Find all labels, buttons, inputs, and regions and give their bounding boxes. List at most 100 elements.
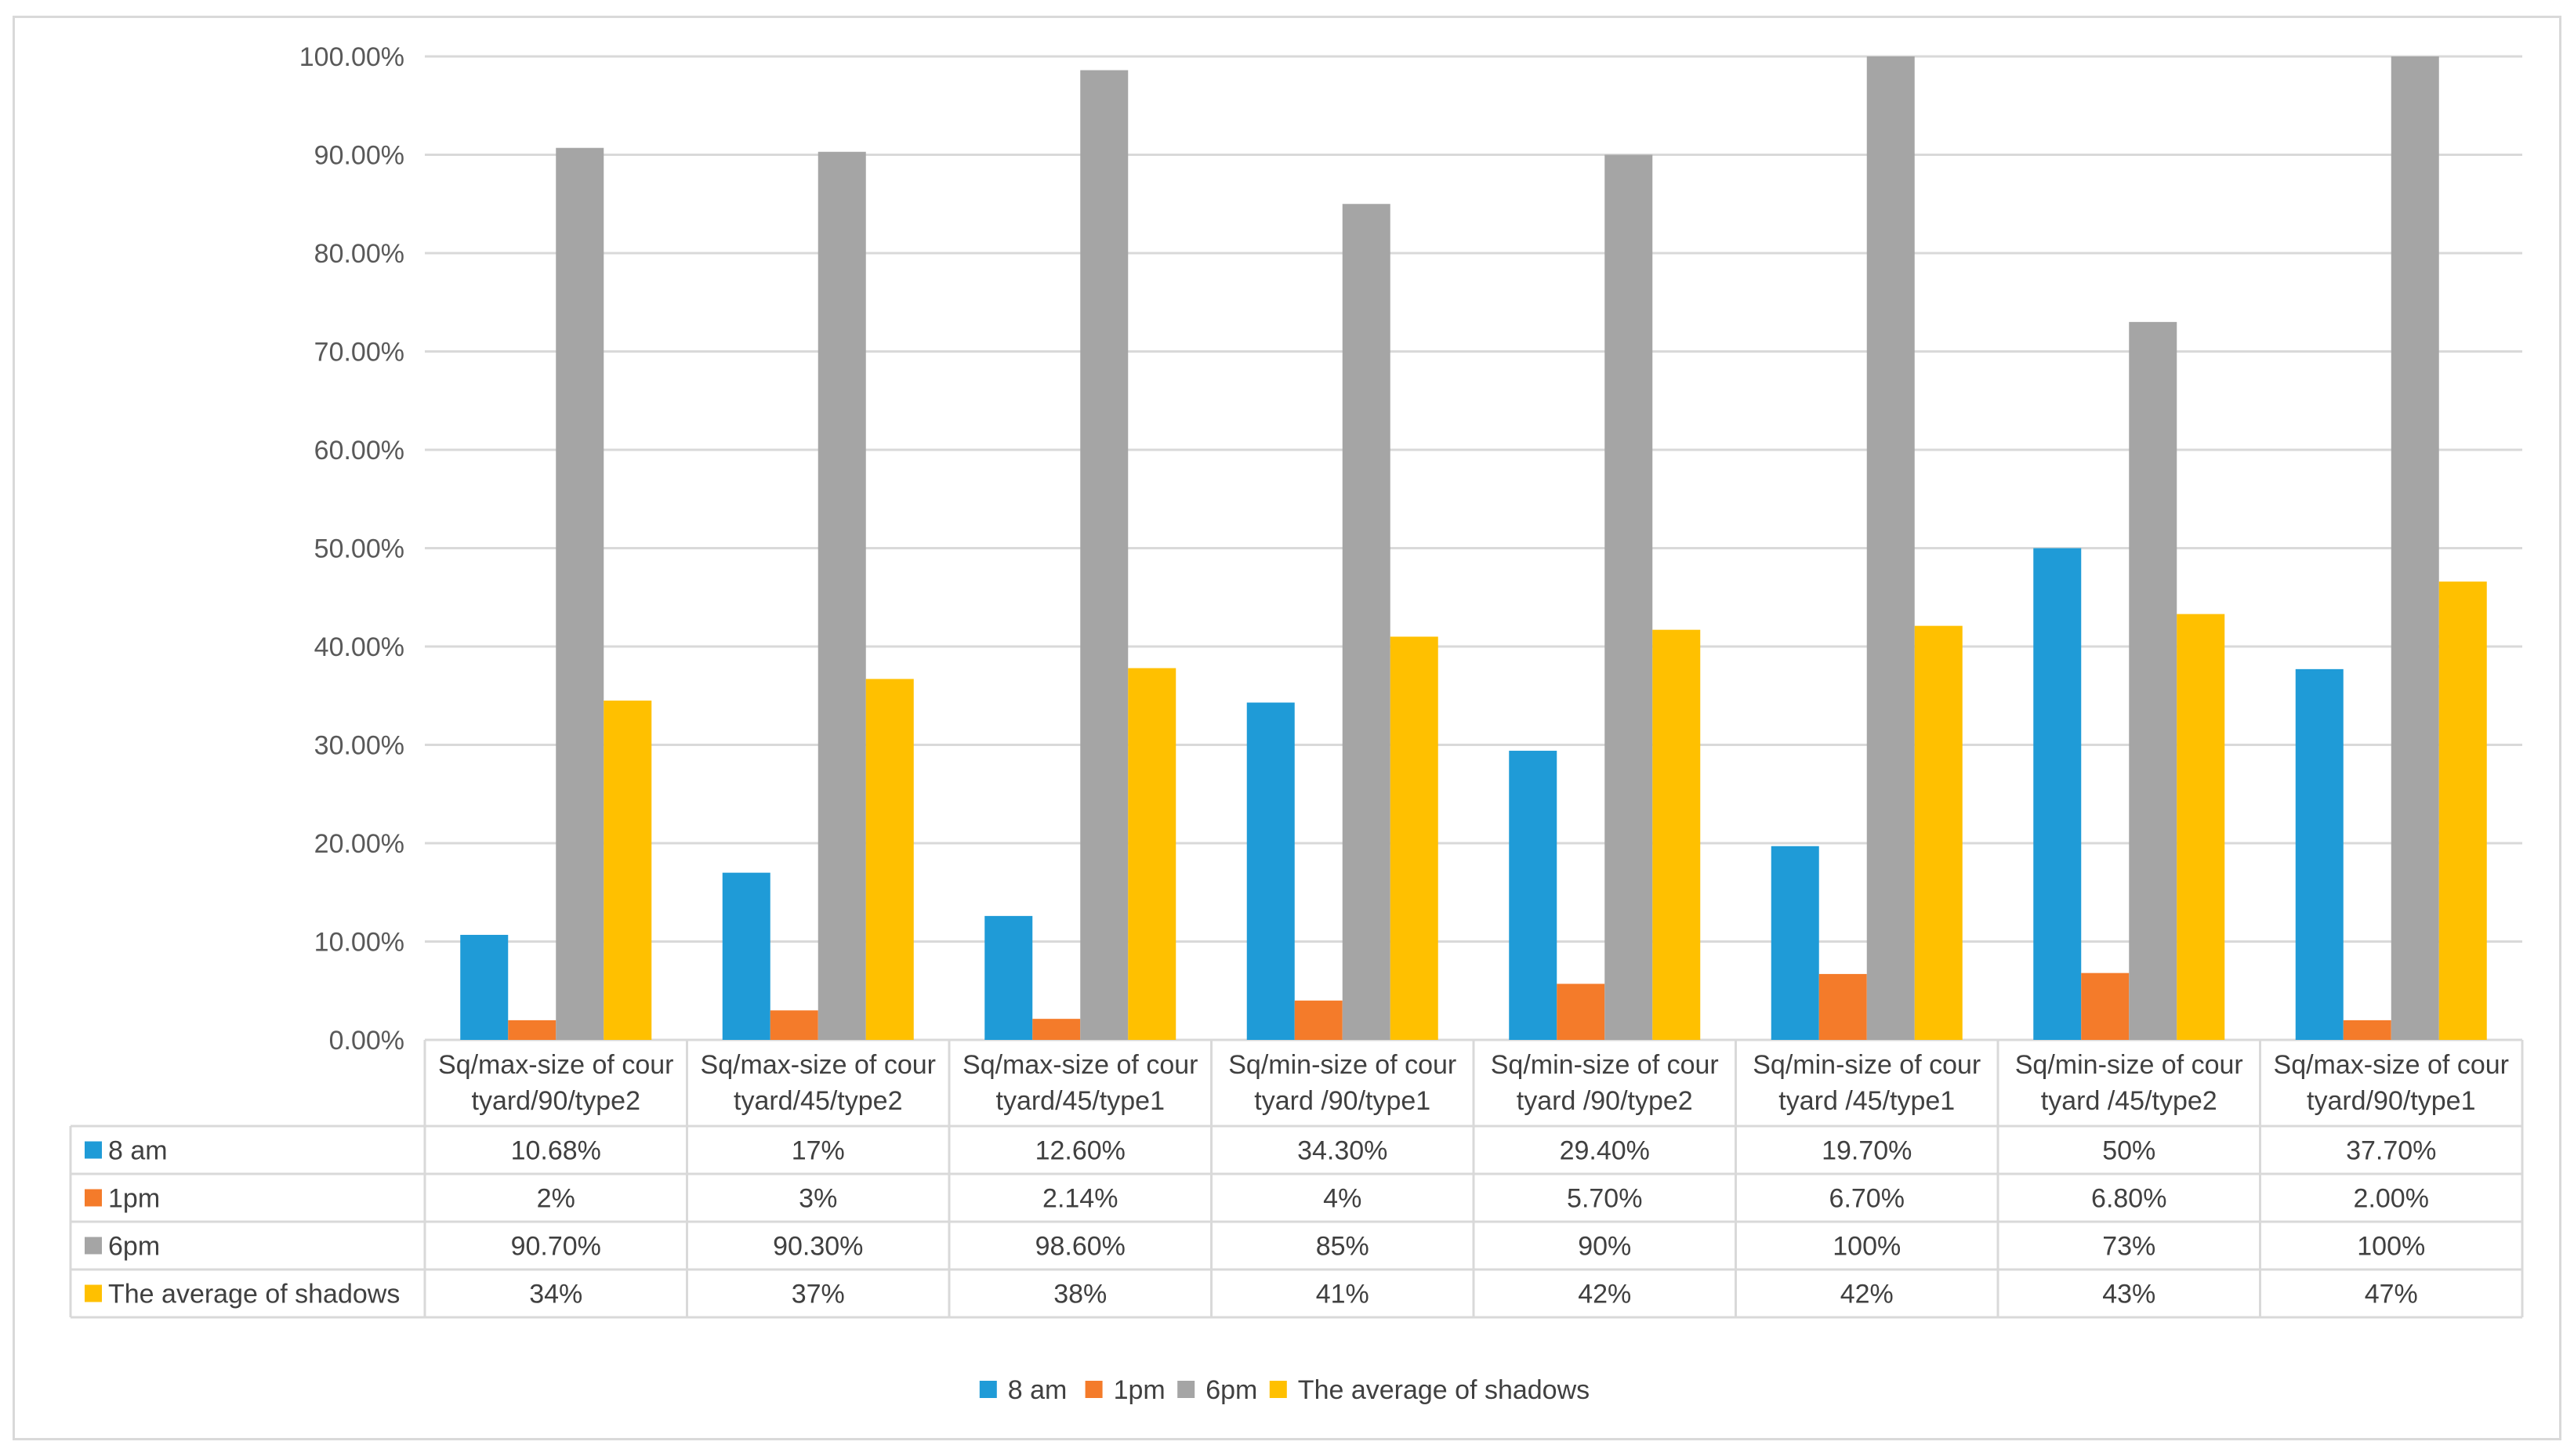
bar-1pm (1818, 973, 1867, 1040)
legend-swatch (1085, 1381, 1103, 1398)
table-value-cell: 100% (1833, 1232, 1901, 1262)
x-category-label: Sq/min-size of cour (1228, 1050, 1456, 1080)
x-category-label: tyard/90/type2 (472, 1086, 640, 1116)
y-tick-label: 50.00% (314, 534, 404, 564)
table-legend-key (85, 1141, 102, 1159)
y-tick-label: 40.00% (314, 632, 404, 662)
x-category-label: tyard /90/type1 (1254, 1086, 1430, 1116)
bar-8-am (2033, 548, 2082, 1040)
x-category-label: tyard/45/type1 (996, 1086, 1165, 1116)
y-tick-label: 20.00% (314, 829, 404, 859)
table-value-cell: 19.70% (1822, 1136, 1912, 1166)
table-value-cell: 34% (529, 1280, 582, 1309)
table-value-cell: 90% (1578, 1232, 1631, 1262)
legend-label: 8 am (1008, 1375, 1068, 1405)
table-value-cell: 37% (792, 1280, 845, 1309)
table-legend-key (85, 1237, 102, 1255)
bar-8-am (1771, 846, 1819, 1040)
y-tick-label: 0.00% (329, 1026, 404, 1056)
table-value-cell: 38% (1053, 1280, 1107, 1309)
bar-the-average-of-shadows (1652, 629, 1701, 1040)
table-value-cell: 3% (799, 1184, 837, 1214)
table-value-cell: 85% (1316, 1232, 1369, 1262)
table-value-cell: 100% (2357, 1232, 2425, 1262)
y-tick-label: 60.00% (314, 436, 404, 465)
x-category-label: Sq/min-size of cour (2015, 1050, 2243, 1080)
table-value-cell: 50% (2102, 1136, 2155, 1166)
table-value-cell: 41% (1316, 1280, 1369, 1309)
x-category-label: tyard /45/type2 (2041, 1086, 2217, 1116)
bars (460, 56, 2487, 1041)
table-value-cell: 34.30% (1297, 1136, 1387, 1166)
y-tick-label: 100.00% (299, 42, 404, 72)
x-category-label: tyard/90/type1 (2307, 1086, 2475, 1116)
legend-swatch (1177, 1381, 1195, 1398)
x-category-label: Sq/min-size of cour (1491, 1050, 1719, 1080)
bar-the-average-of-shadows (2438, 581, 2487, 1040)
table-value-cell: 42% (1840, 1280, 1894, 1309)
bar-8-am (1246, 702, 1295, 1040)
table-series-name: 8 am (108, 1136, 168, 1166)
x-category-label: Sq/min-size of cour (1753, 1050, 1981, 1080)
table-value-cell: 2% (537, 1184, 575, 1214)
table-value-cell: 98.60% (1035, 1232, 1126, 1262)
bar-6pm (818, 151, 866, 1041)
y-tick-label: 70.00% (314, 338, 404, 368)
bar-1pm (1032, 1019, 1081, 1040)
legend-label: 6pm (1205, 1375, 1257, 1405)
table-value-cell: 42% (1578, 1280, 1631, 1309)
bar-1pm (1557, 983, 1605, 1040)
table-legend-key (85, 1189, 102, 1207)
y-tick-label: 90.00% (314, 141, 404, 171)
x-category-label: tyard/45/type2 (734, 1086, 902, 1116)
legend-swatch (979, 1381, 997, 1398)
table-value-cell: 4% (1323, 1184, 1361, 1214)
table-series-name: The average of shadows (108, 1280, 400, 1309)
x-category-label: Sq/max-size of cour (2274, 1050, 2509, 1080)
table-value-cell: 6.80% (2091, 1184, 2166, 1214)
bar-8-am (1509, 751, 1557, 1040)
table-series-name: 1pm (108, 1184, 160, 1214)
bar-6pm (1080, 70, 1129, 1041)
table-value-cell: 2.14% (1042, 1184, 1118, 1214)
legend-label: 1pm (1114, 1375, 1166, 1405)
bar-6pm (2391, 56, 2439, 1040)
y-tick-label: 10.00% (314, 928, 404, 958)
y-axis-tick-labels: 0.00% 10.00% 20.00% 30.00% 40.00% 50.00% 60.00… (299, 42, 404, 1056)
bar-1pm (2081, 972, 2130, 1040)
table-value-cell: 17% (792, 1136, 845, 1166)
table-value-cell: 29.40% (1560, 1136, 1650, 1166)
bar-the-average-of-shadows (1128, 668, 1176, 1040)
bar-1pm (770, 1010, 818, 1040)
table-value-cell: 43% (2102, 1280, 2155, 1309)
data-table: Sq/max-size of cour tyard/90/type2 Sq/max-… (69, 1040, 2524, 1319)
bar-the-average-of-shadows (604, 701, 652, 1040)
bar-1pm (508, 1020, 556, 1040)
y-tick-label: 30.00% (314, 731, 404, 761)
table-value-cell: 90.30% (773, 1232, 863, 1262)
table-value-cell: 10.68% (511, 1136, 601, 1166)
bar-6pm (556, 147, 604, 1041)
bar-8-am (722, 872, 770, 1040)
table-value-cell: 37.70% (2346, 1136, 2436, 1166)
bar-the-average-of-shadows (1390, 636, 1438, 1040)
bar-1pm (2343, 1020, 2391, 1040)
table-value-cell: 73% (2102, 1232, 2155, 1262)
x-category-label: Sq/max-size of cour (438, 1050, 673, 1080)
bar-6pm (2129, 321, 2177, 1041)
legend: 8 am 1pm 6pm The average of shadows (979, 1375, 1590, 1405)
table-value-cell: 6.70% (1829, 1184, 1905, 1214)
table-series-name: 6pm (108, 1232, 160, 1262)
bar-6pm (1342, 204, 1390, 1040)
bar-1pm (1294, 1000, 1343, 1040)
bar-8-am (984, 915, 1033, 1040)
table-value-cell: 2.00% (2354, 1184, 2429, 1214)
legend-swatch (1269, 1381, 1287, 1398)
table-value-cell: 12.60% (1035, 1136, 1126, 1166)
bar-8-am (460, 934, 509, 1040)
legend-label: The average of shadows (1298, 1375, 1590, 1405)
x-category-label: tyard /45/type1 (1778, 1086, 1955, 1116)
y-tick-label: 80.00% (314, 239, 404, 269)
table-legend-key (85, 1284, 102, 1302)
